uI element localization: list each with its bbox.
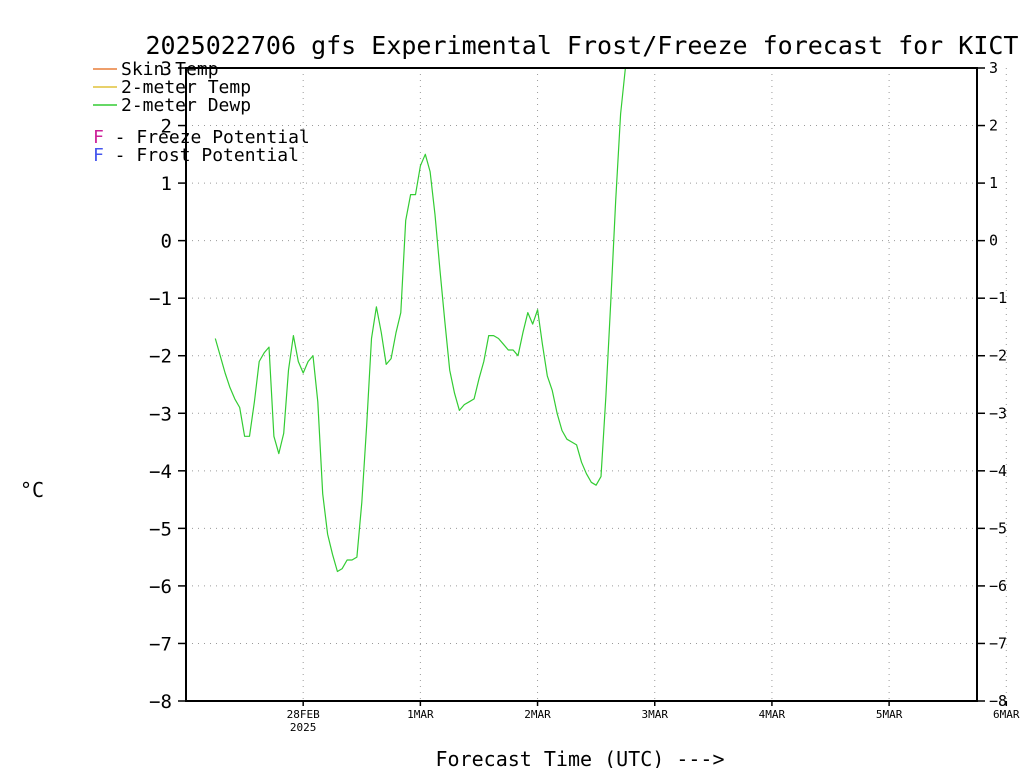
y-tick-label-right: 2	[989, 117, 998, 135]
y-tick-label: 0	[161, 231, 172, 253]
y-tick-label-right: 1	[989, 174, 998, 192]
marker-legend-label: F - Freeze Potential	[93, 127, 310, 148]
y-axis-label: °C	[20, 478, 44, 502]
grid	[186, 68, 1007, 701]
y-tick-label-right: −3	[989, 404, 1007, 422]
y-tick-label: −1	[149, 288, 172, 310]
y-tick-label: −2	[149, 346, 172, 368]
legend-label: 2-meter Temp	[121, 77, 251, 98]
y-tick-label-right: −4	[989, 462, 1007, 480]
y-tick-label-right: −2	[989, 347, 1007, 365]
y-tick-label-right: −1	[989, 289, 1007, 307]
legend-label: 2-meter Dewp	[121, 95, 251, 116]
series-layer	[214, 68, 627, 573]
y-tick-label-right: −7	[989, 634, 1007, 652]
x-tick-label: 2MAR	[524, 708, 551, 721]
series-line	[214, 68, 627, 573]
x-tick-label: 3MAR	[641, 708, 668, 721]
y-tick-label: −5	[149, 518, 172, 540]
y-tick-label: −3	[149, 403, 172, 425]
y-tick-label: 1	[161, 173, 172, 195]
x-tick-sublabel: 2025	[290, 721, 317, 734]
y-tick-label-right: 0	[989, 232, 998, 250]
y-tick-label: −6	[149, 576, 172, 598]
x-axis-label: Forecast Time (UTC) --->	[436, 747, 725, 768]
y-tick-label: 3	[161, 58, 172, 80]
y-tick-label-right: −6	[989, 577, 1007, 595]
y-tick-label-right: 3	[989, 59, 998, 77]
legend-label: Skin Temp	[121, 59, 219, 80]
y-tick-label-right: −5	[989, 519, 1007, 537]
y-tick-label: −8	[149, 691, 172, 713]
x-tick-label: 1MAR	[407, 708, 434, 721]
y-tick-label: 2	[161, 116, 172, 138]
y-axis: −8 −8 −7 −7 −6 −6 −5 −5 −4 −4 −3 −3 −2 −2 −1 −1 0 0 1 1 2 2 3 3	[149, 58, 1007, 713]
plot-frame	[185, 67, 978, 702]
x-tick-label: 5MAR	[876, 708, 903, 721]
chart-title: 2025022706 gfs Experimental Frost/Freeze…	[146, 31, 1019, 60]
x-tick-label: 6MAR	[993, 708, 1020, 721]
x-tick-label: 4MAR	[759, 708, 786, 721]
marker-legend-label: F - Frost Potential	[93, 145, 299, 166]
y-tick-label: −4	[149, 461, 172, 483]
x-tick-label: 28FEB	[287, 708, 320, 721]
y-tick-label-right: −8	[989, 692, 1007, 710]
y-tick-label: −7	[149, 633, 172, 655]
